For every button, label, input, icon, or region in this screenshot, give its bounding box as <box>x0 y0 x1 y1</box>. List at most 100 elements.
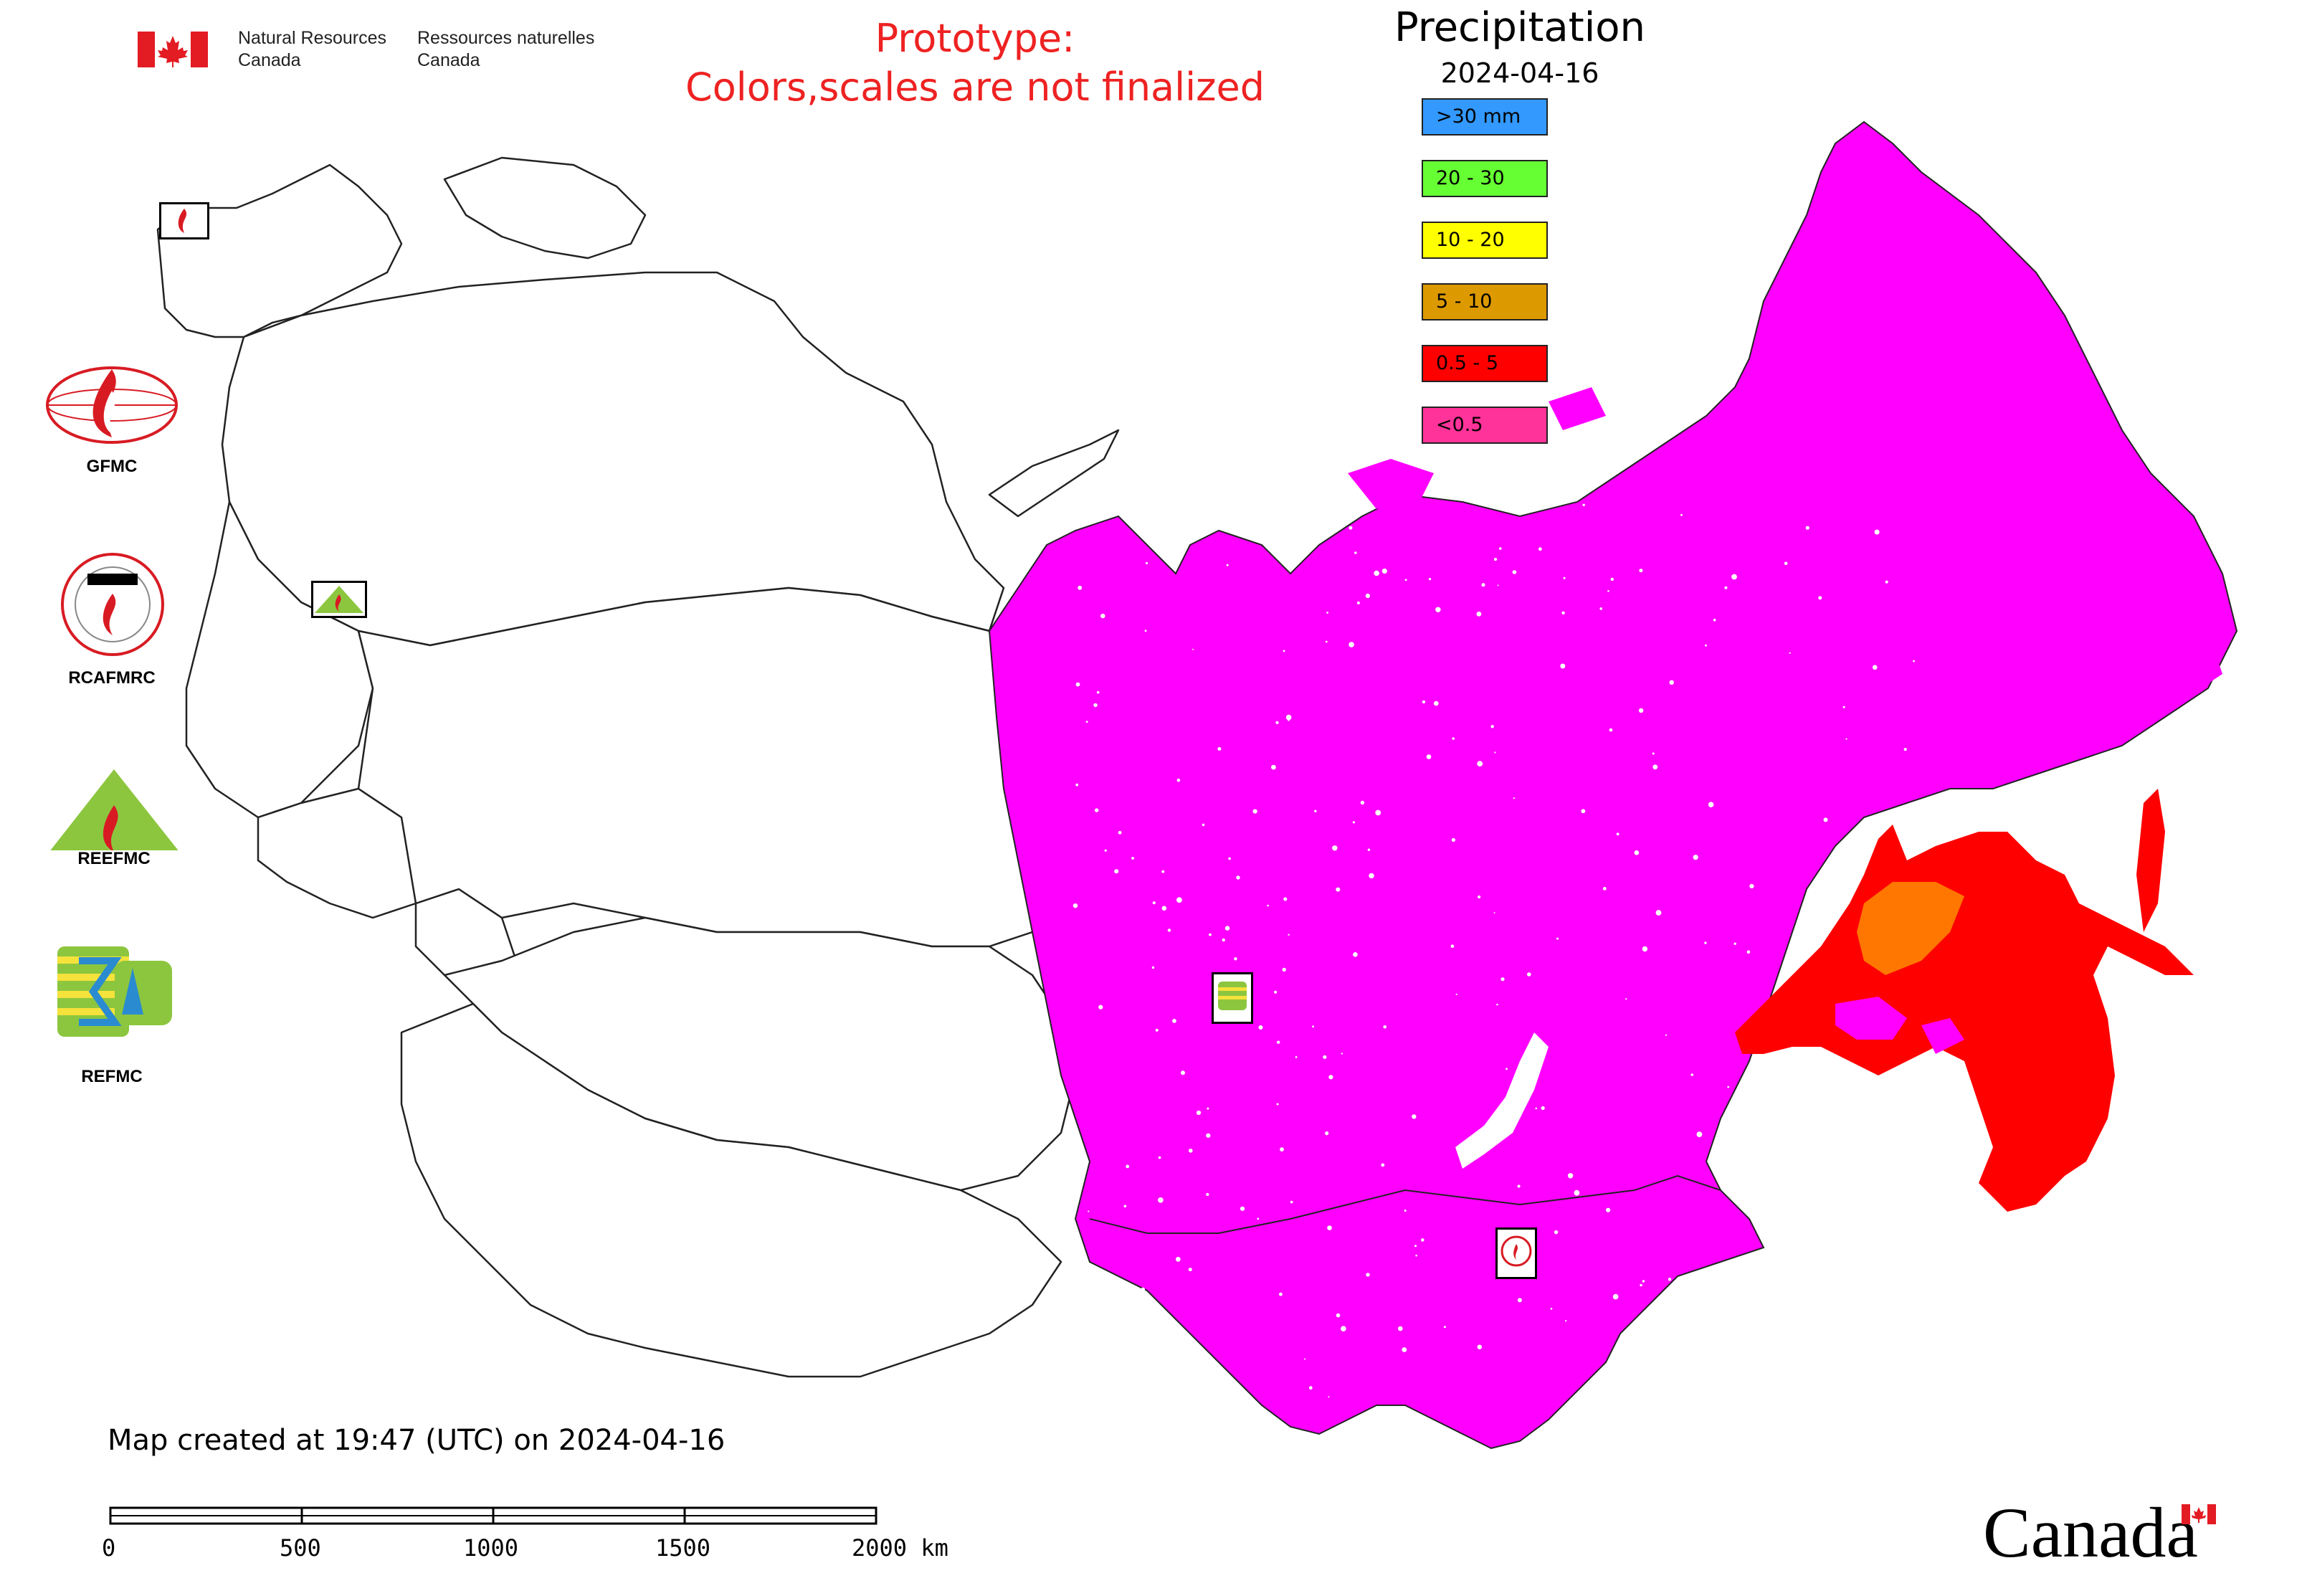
speckle <box>1606 1207 1611 1212</box>
speckle <box>1161 906 1167 911</box>
speckle <box>1258 1025 1263 1030</box>
reefmc-map-badge[interactable] <box>311 581 367 618</box>
speckle <box>1550 1308 1553 1310</box>
speckle <box>1158 1156 1161 1159</box>
speckle <box>1751 1389 1754 1392</box>
speckle <box>1332 845 1338 851</box>
arctic-island-region <box>1549 387 1606 430</box>
speckle <box>1335 526 1339 531</box>
speckle <box>1075 1253 1081 1259</box>
speckle <box>1352 821 1355 824</box>
speckle <box>1404 579 1407 581</box>
speckle <box>1080 517 1083 520</box>
rcafmrc-logo-icon <box>59 551 166 658</box>
speckle <box>1493 558 1498 561</box>
speckle <box>1493 912 1495 914</box>
speckle <box>1414 1245 1417 1248</box>
speckle <box>1093 703 1098 708</box>
speckle <box>1172 1019 1176 1023</box>
speckle <box>1512 570 1517 574</box>
speckle <box>1252 809 1257 814</box>
rcafmrc-map-badge[interactable] <box>1495 1227 1537 1279</box>
speckle <box>1870 1270 1875 1276</box>
reefmc-logo-icon: REEFMC <box>37 766 191 868</box>
speckle <box>1075 783 1079 787</box>
speckle <box>1356 601 1360 604</box>
taymyr-region <box>1348 459 1434 509</box>
speckle <box>1365 593 1370 599</box>
speckle <box>1308 1386 1313 1390</box>
speckle <box>1375 809 1381 816</box>
scale-tick-1000: 1000 <box>463 1534 519 1562</box>
gfmc-label: GFMC <box>86 457 138 476</box>
speckle <box>1476 612 1482 617</box>
gov-name-en: Natural Resources Canada <box>238 28 387 70</box>
speckle <box>1494 751 1496 754</box>
novaya-zemlya-outline <box>988 429 1120 518</box>
speckle <box>1582 503 1585 506</box>
speckle <box>1116 1341 1121 1346</box>
speckle <box>1161 870 1165 873</box>
speckle <box>1784 561 1788 566</box>
speckle <box>1634 850 1640 855</box>
speckle <box>1500 977 1505 982</box>
speckle <box>1789 652 1791 654</box>
speckle <box>1336 1313 1341 1318</box>
speckle <box>1236 875 1240 880</box>
prototype-notice: Prototype: Colors,scales are not finaliz… <box>685 16 1265 110</box>
pink-patch-east <box>1835 997 1907 1040</box>
speckle <box>1167 928 1171 932</box>
refmc-map-badge[interactable] <box>1212 972 1253 1024</box>
speckle <box>1257 1217 1260 1220</box>
speckle <box>1314 809 1317 813</box>
scale-bar <box>109 1506 877 1525</box>
speckle <box>1369 873 1374 879</box>
speckle <box>1574 1189 1580 1196</box>
speckle <box>1683 1362 1688 1366</box>
speckle <box>1655 910 1662 916</box>
speckle <box>1354 551 1357 554</box>
speckle <box>1506 1068 1508 1070</box>
speckle <box>1188 1268 1192 1272</box>
speckle <box>1746 950 1751 954</box>
speckle <box>1538 547 1542 551</box>
pink-patch-east-2 <box>1921 1018 1964 1054</box>
speckle <box>1749 883 1754 889</box>
mongolia-border <box>1089 1174 1721 1234</box>
speckle <box>1151 966 1155 969</box>
speckle <box>1652 764 1658 770</box>
speckle <box>1304 1358 1306 1360</box>
speckle <box>1381 568 1387 574</box>
speckle <box>1708 802 1714 807</box>
speckle <box>1517 1298 1522 1303</box>
speckle <box>1693 855 1698 860</box>
speckle <box>1404 1210 1407 1212</box>
speckle <box>1602 887 1607 890</box>
speckle <box>1326 612 1328 614</box>
speckle <box>1114 869 1119 874</box>
speckle <box>1724 586 1728 589</box>
precip-region-0.5-5 <box>1735 789 2194 1212</box>
speckle <box>1353 952 1358 957</box>
speckle <box>1280 1147 1284 1151</box>
speckle <box>1823 817 1828 822</box>
speckle <box>1805 526 1809 530</box>
speckle <box>1275 721 1279 725</box>
wordmark-flag-icon <box>2182 1504 2216 1524</box>
speckle <box>1367 848 1371 851</box>
speckle <box>1481 583 1485 587</box>
speckle <box>1176 897 1182 903</box>
speckle <box>1100 613 1105 619</box>
speckle <box>1451 837 1455 842</box>
speckle <box>1118 830 1122 835</box>
speckle <box>1267 904 1269 907</box>
speckle <box>1567 1173 1574 1179</box>
scale-tick-2000: 2000 km <box>852 1534 948 1562</box>
speckle <box>1277 1040 1280 1044</box>
speckle <box>1143 518 1148 523</box>
main-pink-region <box>988 120 2238 1450</box>
speckle <box>1786 1382 1791 1387</box>
gfmc-map-badge[interactable] <box>159 202 209 239</box>
speckle <box>1872 665 1878 670</box>
